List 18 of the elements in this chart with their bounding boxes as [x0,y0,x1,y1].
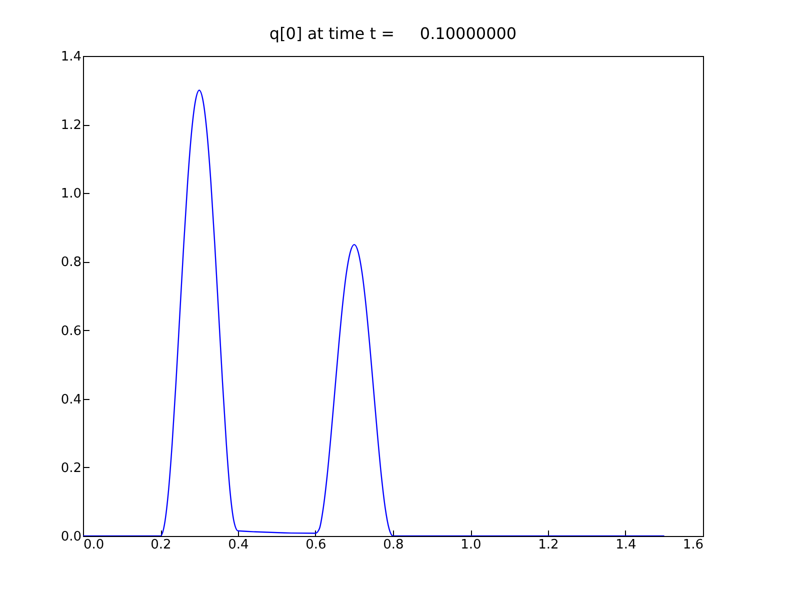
x-tick-label: 1.4 [616,538,636,552]
x-tick-label: 1.0 [460,538,482,552]
y-tick-label: 1.2 [60,118,82,134]
y-tick-label: 0.2 [60,460,82,476]
x-tick-label: 0.2 [150,538,172,552]
x-tick-label: 0.4 [228,538,249,552]
line-series [83,90,665,536]
y-tick-label: 0.6 [60,324,82,339]
y-tick-label: 0.8 [60,255,82,270]
x-tick-label: 1.6 [682,538,704,552]
x-tick-label: 0.8 [383,538,404,552]
chart-title: q[0] at time t = 0.10000000 [269,24,517,43]
y-tick-label: 0.4 [60,392,82,408]
x-tick-label: 0.0 [84,538,104,552]
y-tick-label: 1.4 [60,50,82,64]
x-tick-label: 0.6 [306,538,326,552]
y-tick-label: 1.0 [60,186,82,202]
x-tick-label: 1.2 [538,538,559,552]
